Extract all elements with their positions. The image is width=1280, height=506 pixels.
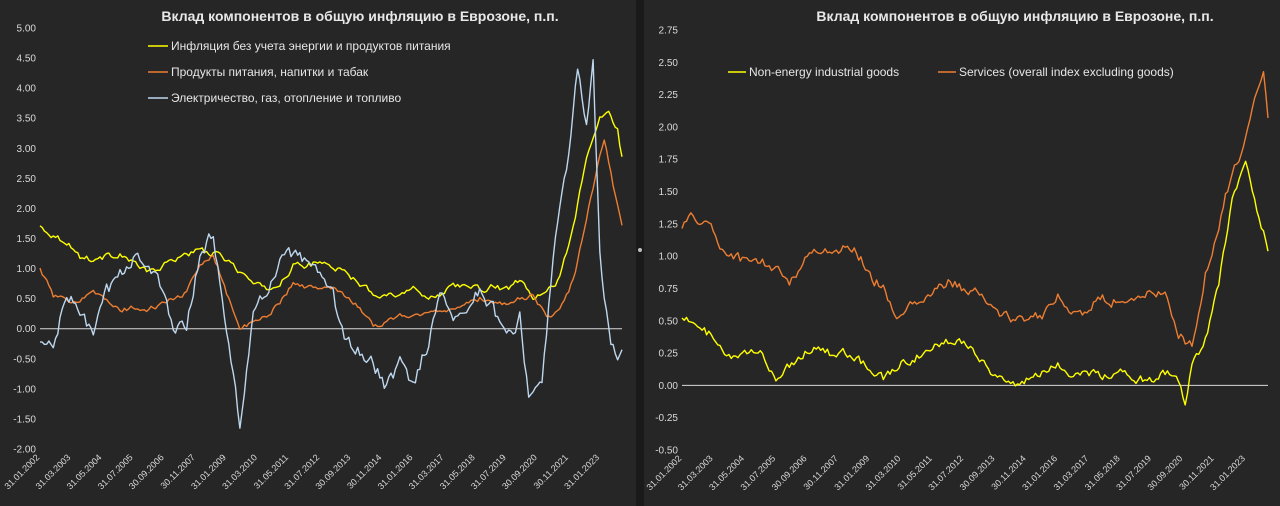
series-line: [681, 71, 1269, 347]
legend-label: Non-energy industrial goods: [749, 65, 899, 79]
chart-title: Вклад компонентов в общую инфляцию в Евр…: [161, 8, 558, 24]
series-line: [39, 110, 623, 301]
y-tick-label: 1.25: [659, 219, 679, 230]
y-tick-label: 0.25: [659, 349, 679, 360]
y-tick-label: 2.00: [17, 204, 37, 215]
y-tick-label: 1.00: [17, 264, 37, 275]
left-chart-svg: Вклад компонентов в общую инфляцию в Евр…: [2, 8, 623, 491]
series-line: [681, 160, 1269, 406]
series-line: [39, 139, 623, 330]
y-tick-label: 3.00: [17, 144, 37, 155]
y-tick-label: 0.50: [17, 294, 37, 305]
chart-title: Вклад компонентов в общую инфляцию в Евр…: [816, 8, 1213, 24]
y-tick-label: 1.75: [659, 155, 679, 166]
legend-label: Инфляция без учета энергии и продуктов п…: [171, 39, 451, 53]
y-tick-label: 2.50: [17, 174, 37, 185]
series-line: [39, 59, 623, 429]
y-tick-label: 1.50: [659, 187, 679, 198]
right-chart-panel: Вклад компонентов в общую инфляцию в Евр…: [644, 0, 1280, 506]
y-tick-label: -0.50: [13, 354, 36, 365]
right-chart-svg: Вклад компонентов в общую инфляцию в Евр…: [644, 8, 1269, 492]
y-tick-label: 1.00: [659, 252, 679, 263]
y-tick-label: 4.00: [17, 84, 37, 95]
y-tick-label: 4.50: [17, 54, 37, 65]
y-tick-label: 1.50: [17, 234, 37, 245]
y-tick-label: -0.25: [655, 413, 678, 424]
y-tick-label: -1.50: [13, 414, 36, 425]
legend-label: Электричество, газ, отопление и топливо: [171, 91, 401, 105]
y-tick-label: 3.50: [17, 114, 37, 125]
y-tick-label: 5.00: [17, 24, 37, 35]
divider-handle: [638, 248, 642, 252]
y-tick-label: 0.00: [17, 324, 37, 335]
y-tick-label: -0.50: [655, 446, 678, 457]
legend-label: Продукты питания, напитки и табак: [171, 65, 369, 79]
y-tick-label: 0.75: [659, 284, 679, 295]
y-tick-label: -2.00: [13, 445, 36, 456]
y-tick-label: 0.50: [659, 316, 679, 327]
y-tick-label: 0.00: [659, 381, 679, 392]
left-chart-panel: Вклад компонентов в общую инфляцию в Евр…: [0, 0, 636, 506]
y-tick-label: -1.00: [13, 384, 36, 395]
panel-divider: [636, 0, 644, 506]
y-tick-label: 2.75: [659, 26, 679, 37]
y-tick-label: 2.00: [659, 122, 679, 133]
y-tick-label: 2.50: [659, 58, 679, 69]
y-tick-label: 2.25: [659, 90, 679, 101]
legend-label: Services (overall index excluding goods): [959, 65, 1174, 79]
